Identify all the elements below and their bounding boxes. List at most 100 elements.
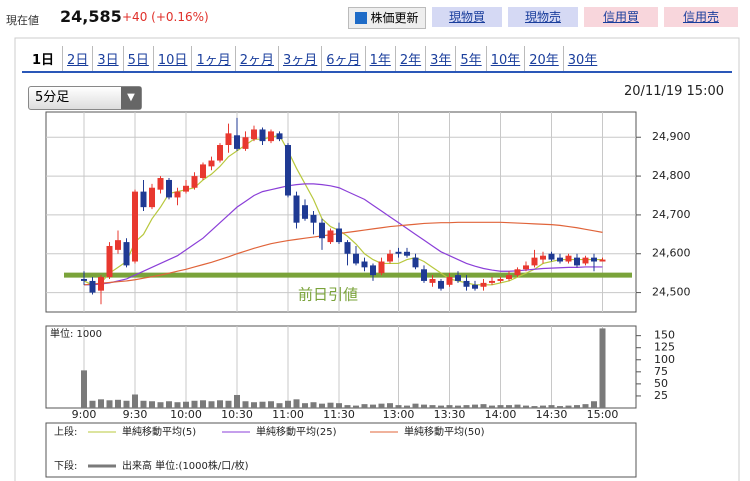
refresh-button[interactable]: 株価更新 (348, 7, 426, 29)
candle-body (412, 257, 419, 268)
legend-label: 単純移動平均(5) (122, 425, 196, 438)
volume-bar (489, 405, 495, 408)
candle-body (259, 129, 266, 142)
candle-body (557, 257, 563, 262)
period-tab[interactable]: 3日 (92, 46, 122, 71)
period-tab[interactable]: 10日 (152, 46, 192, 71)
volume-bar (429, 405, 436, 408)
candle-body (531, 257, 538, 266)
volume-tick-label: 75 (654, 365, 668, 378)
candle-body (548, 253, 555, 260)
candle-body (268, 131, 274, 142)
period-tab[interactable]: 10年 (485, 46, 525, 71)
volume-bar (157, 402, 164, 408)
candle-body (251, 129, 257, 140)
volume-bar (234, 394, 240, 408)
volume-bar (174, 402, 181, 408)
volume-bar (98, 399, 104, 408)
volume-bar (200, 400, 206, 408)
candle-body (574, 257, 580, 266)
price: 24,585 (60, 7, 122, 26)
volume-bar (106, 400, 113, 408)
y-tick-label: 24,500 (652, 286, 691, 299)
volume-bar (412, 403, 419, 408)
candle-body (302, 205, 308, 219)
candle-body (395, 251, 402, 254)
period-tab[interactable]: 1日 (24, 46, 63, 71)
volume-bar (191, 400, 198, 408)
volume-bar (310, 402, 317, 408)
period-tab[interactable]: 1年 (364, 46, 395, 71)
x-tick-label: 15:00 (587, 408, 619, 421)
candle-body (480, 282, 487, 287)
candle-body (217, 145, 223, 161)
period-tab[interactable]: 3ヶ月 (278, 46, 321, 71)
interval-select[interactable]: 5分足 ▼ (28, 86, 142, 110)
period-tab[interactable]: 5日 (122, 46, 153, 71)
period-tab[interactable]: 3年 (425, 46, 455, 71)
candle-body (174, 191, 181, 198)
volume-bar (523, 405, 529, 408)
margin-sell-button[interactable]: 信用売 (664, 7, 738, 27)
x-tick-label: 14:00 (485, 408, 517, 421)
candle-body (140, 191, 147, 208)
buy-button[interactable]: 現物買 (432, 7, 502, 27)
y-tick-label: 24,800 (652, 169, 691, 182)
volume-bar (225, 400, 232, 408)
legend-label: 出来高 単位:(1000株/口/枚) (122, 459, 249, 472)
volume-bar (582, 404, 589, 408)
price-change: +40 (+0.16%) (122, 10, 209, 24)
volume-bar (327, 402, 334, 408)
volume-bar (276, 403, 283, 408)
candle-body (523, 265, 529, 270)
candle-body (472, 284, 478, 289)
candle-body (361, 261, 368, 268)
period-tab[interactable]: 2年 (394, 46, 425, 71)
x-tick-label: 9:30 (123, 408, 148, 421)
volume-bar (548, 405, 555, 408)
volume-bar (242, 401, 249, 408)
candle-body (106, 245, 113, 278)
candle-body (506, 275, 512, 279)
volume-bar (81, 370, 87, 408)
legend-box (45, 422, 637, 478)
candle-body (387, 253, 393, 262)
candle-body (353, 253, 359, 264)
candle-body (149, 187, 155, 208)
volume-bar (251, 402, 257, 408)
volume-bar (574, 405, 580, 408)
refresh-icon (355, 12, 368, 24)
period-tab[interactable]: 20年 (524, 46, 563, 71)
x-tick-label: 11:30 (323, 408, 355, 421)
candle-body (497, 278, 504, 281)
period-tab[interactable]: 30年 (562, 46, 602, 71)
candle-body (89, 280, 96, 293)
candle-body (404, 251, 410, 256)
volume-bar (149, 401, 155, 408)
volume-tick-label: 125 (654, 341, 675, 354)
candle-body (225, 133, 232, 146)
sell-button[interactable]: 現物売 (508, 7, 578, 27)
volume-bar (285, 400, 291, 408)
volume-bar (599, 328, 606, 408)
candle-body (81, 278, 87, 281)
period-tab[interactable]: 1ヶ月 (191, 46, 234, 71)
prev-close-label: 前日引値 (298, 286, 358, 304)
legend-lower: 下段: (54, 459, 77, 472)
period-tab[interactable]: 5年 (455, 46, 485, 71)
volume-bar (378, 403, 385, 408)
margin-buy-button[interactable]: 信用買 (584, 7, 658, 27)
legend-label: 単純移動平均(50) (404, 425, 485, 438)
candle-body (98, 277, 104, 291)
candle-body (310, 214, 317, 223)
period-tab[interactable]: 6ヶ月 (321, 46, 364, 71)
volume-bar (208, 401, 215, 408)
y-tick-label: 24,700 (652, 208, 691, 221)
volume-bar (421, 404, 427, 408)
candle-body (370, 265, 376, 276)
period-tab[interactable]: 2日 (62, 46, 92, 71)
x-tick-label: 9:00 (72, 408, 97, 421)
period-tab[interactable]: 2ヶ月 (234, 46, 278, 71)
dropdown-arrow: ▼ (121, 87, 141, 109)
